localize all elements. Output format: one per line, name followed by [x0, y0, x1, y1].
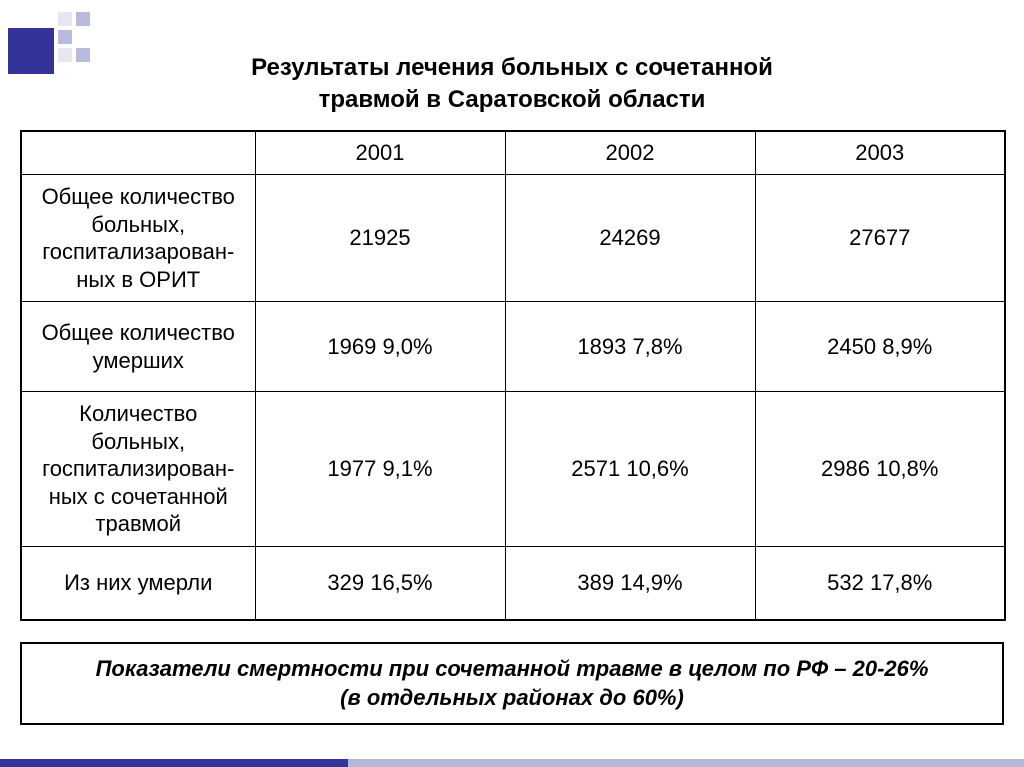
stripe-accent [0, 759, 348, 767]
stripe-light [348, 759, 1024, 767]
table-cell: 1969 9,0% [255, 302, 505, 392]
data-table-container: 2001 2002 2003 Общее количество больных,… [20, 130, 1004, 621]
footnote-box: Показатели смертности при сочетанной тра… [20, 642, 1004, 725]
footnote-line-2: (в отдельных районах до 60%) [340, 685, 684, 710]
row-label: Общее количество умерших [21, 302, 255, 392]
table-cell: 532 17,8% [755, 546, 1005, 620]
results-table: 2001 2002 2003 Общее количество больных,… [20, 130, 1006, 621]
table-cell: 27677 [755, 175, 1005, 302]
table-cell: 21925 [255, 175, 505, 302]
header-year: 2003 [755, 131, 1005, 175]
header-empty [21, 131, 255, 175]
table-cell: 1977 9,1% [255, 392, 505, 547]
deco-square [76, 12, 90, 26]
table-cell: 2450 8,9% [755, 302, 1005, 392]
slide-title: Результаты лечения больных с сочетанной … [0, 52, 1024, 117]
title-line-2: травмой в Саратовской области [319, 86, 706, 113]
bottom-stripe [0, 759, 1024, 767]
title-line-1: Результаты лечения больных с сочетанной [251, 54, 773, 81]
table-row: Общее количество больных, госпитализаров… [21, 175, 1005, 302]
row-label: Общее количество больных, госпитализаров… [21, 175, 255, 302]
table-row: Количество больных, госпитализирован-ных… [21, 392, 1005, 547]
table-cell: 2986 10,8% [755, 392, 1005, 547]
table-header-row: 2001 2002 2003 [21, 131, 1005, 175]
footnote-line-1: Показатели смертности при сочетанной тра… [96, 656, 929, 681]
table-row: Из них умерли 329 16,5% 389 14,9% 532 17… [21, 546, 1005, 620]
deco-square [58, 12, 72, 26]
deco-square [58, 30, 72, 44]
table-row: Общее количество умерших 1969 9,0% 1893 … [21, 302, 1005, 392]
header-year: 2001 [255, 131, 505, 175]
table-cell: 389 14,9% [505, 546, 755, 620]
table-cell: 1893 7,8% [505, 302, 755, 392]
table-cell: 2571 10,6% [505, 392, 755, 547]
table-cell: 329 16,5% [255, 546, 505, 620]
row-label: Из них умерли [21, 546, 255, 620]
row-label: Количество больных, госпитализирован-ных… [21, 392, 255, 547]
table-cell: 24269 [505, 175, 755, 302]
header-year: 2002 [505, 131, 755, 175]
